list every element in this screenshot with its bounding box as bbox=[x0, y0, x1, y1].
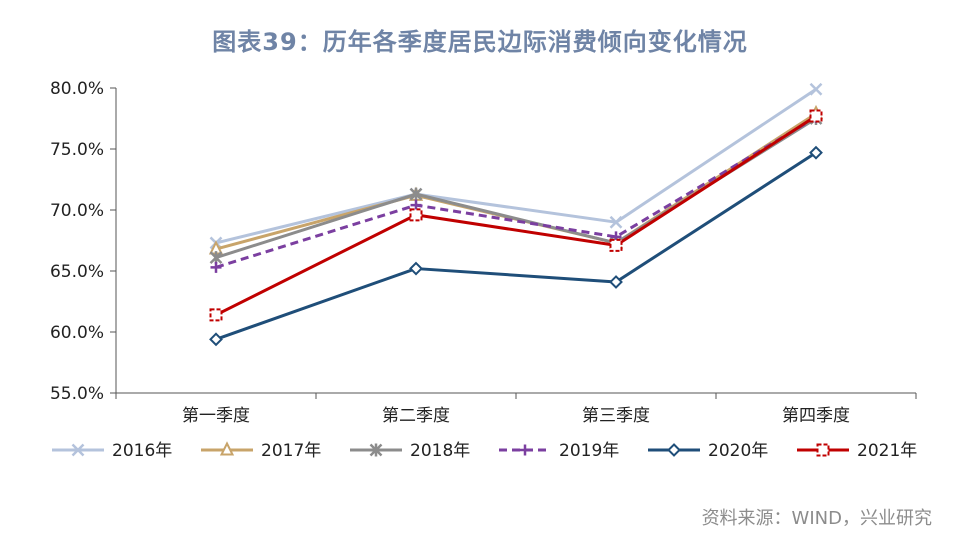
legend-label: 2016年 bbox=[112, 441, 172, 461]
series-layer bbox=[208, 82, 824, 347]
data-point bbox=[409, 208, 423, 222]
x-tick-label: 第三季度 bbox=[582, 406, 650, 426]
legend-marker bbox=[219, 441, 235, 456]
legend-label: 2017年 bbox=[261, 441, 321, 461]
legend-item: 2019年 bbox=[499, 441, 619, 461]
series-line bbox=[215, 115, 817, 269]
data-point bbox=[409, 261, 423, 276]
legend-marker bbox=[519, 444, 531, 456]
legend-item: 2018年 bbox=[350, 441, 470, 461]
legend-item: 2016年 bbox=[52, 441, 172, 461]
legend-marker bbox=[816, 443, 830, 457]
data-point bbox=[609, 275, 623, 289]
data-point bbox=[609, 215, 623, 229]
series-line bbox=[215, 114, 817, 317]
legend-label: 2021年 bbox=[857, 441, 917, 461]
series-3 bbox=[209, 112, 823, 265]
y-tick-label: 70.0% bbox=[50, 201, 104, 221]
legend-marker bbox=[71, 443, 85, 457]
legend-label: 2019年 bbox=[559, 441, 619, 461]
series-6 bbox=[209, 109, 823, 322]
legend-item: 2021年 bbox=[797, 441, 917, 461]
axes: 55.0% 60.0% 65.0% 70.0% 75.0% 80.0% 第一季度 第二季度 第三… bbox=[50, 79, 917, 426]
series-line bbox=[215, 87, 817, 245]
data-point bbox=[609, 238, 623, 252]
x-tick-label: 第四季度 bbox=[782, 406, 850, 426]
data-point bbox=[809, 145, 823, 160]
chart-title: 图表39：历年各季度居民边际消费倾向变化情况 bbox=[212, 28, 748, 56]
source-note: 资料来源：WIND，兴业研究 bbox=[701, 508, 932, 529]
legend-label: 2020年 bbox=[708, 441, 768, 461]
x-tick-label: 第二季度 bbox=[382, 406, 450, 426]
y-tick-label: 65.0% bbox=[50, 262, 104, 282]
legend-marker bbox=[369, 443, 383, 457]
legend: 2016年 2017年 2018年 2019年 2020年 2021年 bbox=[52, 441, 917, 461]
series-5 bbox=[209, 145, 823, 347]
x-tick-label: 第一季度 bbox=[182, 406, 250, 426]
series-1 bbox=[209, 82, 823, 250]
data-point bbox=[209, 332, 223, 347]
legend-label: 2018年 bbox=[410, 441, 470, 461]
series-4 bbox=[210, 111, 822, 273]
y-tick-label: 80.0% bbox=[50, 79, 104, 99]
legend-marker bbox=[667, 443, 681, 457]
data-point bbox=[809, 109, 823, 123]
legend-item: 2020年 bbox=[648, 441, 768, 461]
data-point bbox=[410, 199, 422, 211]
series-line bbox=[215, 151, 817, 341]
y-tick-label: 55.0% bbox=[50, 384, 104, 404]
data-point bbox=[409, 187, 423, 201]
data-point bbox=[809, 82, 823, 96]
legend-item: 2017年 bbox=[201, 441, 321, 461]
data-point bbox=[209, 308, 223, 322]
series-line bbox=[215, 117, 817, 260]
data-point bbox=[210, 261, 222, 273]
y-tick-label: 75.0% bbox=[50, 140, 104, 160]
y-tick-label: 60.0% bbox=[50, 323, 104, 343]
